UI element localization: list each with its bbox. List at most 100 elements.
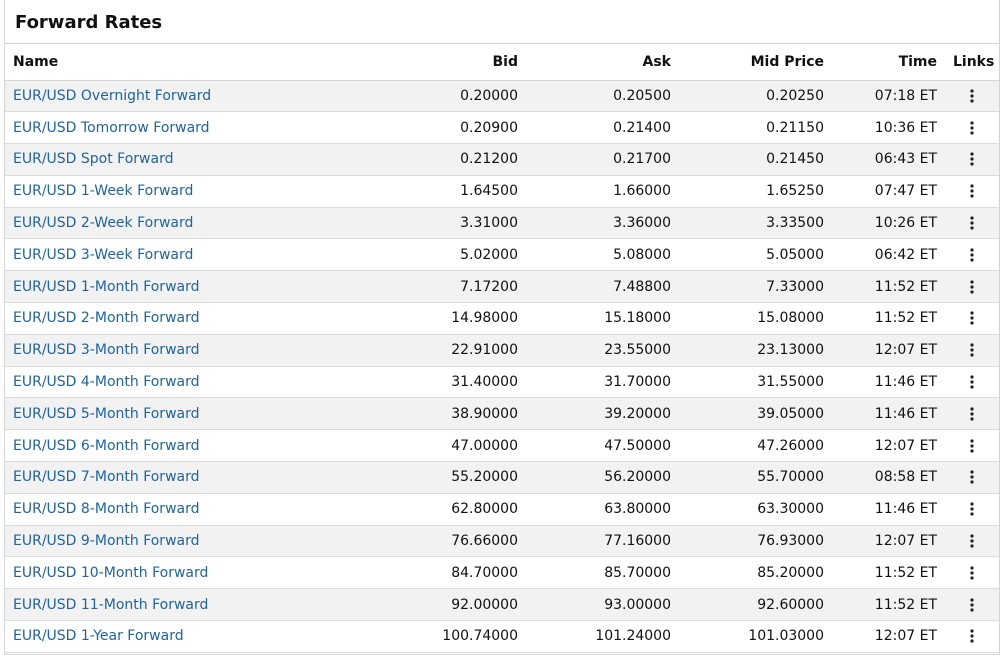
- instrument-link[interactable]: EUR/USD 3-Week Forward: [13, 246, 194, 263]
- links-cell: [945, 207, 999, 240]
- links-cell: [945, 334, 999, 367]
- table-cell: 5.08000: [526, 238, 679, 272]
- panel-title: Forward Rates: [5, 0, 999, 44]
- table-cell: 47.26000: [679, 429, 832, 463]
- table-cell: 76.66000: [371, 525, 526, 558]
- table-cell: 0.20500: [526, 80, 679, 113]
- table-cell: 0.20250: [679, 80, 832, 113]
- links-menu-icon[interactable]: [967, 470, 977, 485]
- table-cell: 92.00000: [371, 588, 526, 622]
- table-cell: 12:07 ET: [832, 334, 945, 367]
- table-cell: 07:18 ET: [832, 80, 945, 113]
- links-menu-icon[interactable]: [967, 121, 977, 135]
- links-menu-icon[interactable]: [967, 502, 977, 516]
- links-menu-icon[interactable]: [967, 343, 977, 357]
- instrument-link[interactable]: EUR/USD 4-Month Forward: [13, 374, 200, 391]
- table-row: EUR/USD 2-Week Forward 3.31000 3.36000 3.33…: [5, 207, 999, 240]
- links-menu-icon[interactable]: [967, 534, 977, 548]
- instrument-link[interactable]: EUR/USD 1-Week Forward: [13, 183, 194, 200]
- table-cell: 85.20000: [679, 556, 832, 590]
- links-cell: [945, 556, 999, 590]
- table-row: EUR/USD Spot Forward 0.21200 0.21700 0.2145…: [5, 143, 999, 176]
- links-menu-icon[interactable]: [967, 598, 977, 612]
- instrument-link[interactable]: EUR/USD Spot Forward: [13, 151, 174, 168]
- table-row: EUR/USD 10-Month Forward 84.70000 85.70000…: [5, 556, 999, 590]
- table-cell: 63.30000: [679, 493, 832, 526]
- table-cell: 15.18000: [526, 302, 679, 335]
- table-cell: 11:52 ET: [832, 302, 945, 335]
- table-cell: 11:46 ET: [832, 366, 945, 399]
- instrument-link[interactable]: EUR/USD 3-Month Forward: [13, 342, 200, 359]
- table-cell: 0.21400: [526, 111, 679, 145]
- table-cell: 56.20000: [526, 461, 679, 494]
- links-menu-icon[interactable]: [967, 629, 977, 644]
- instrument-link[interactable]: EUR/USD 10-Month Forward: [13, 564, 209, 581]
- table-cell: 11:52 ET: [832, 556, 945, 590]
- table-cell: 0.21200: [371, 143, 526, 176]
- table-cell: 14.98000: [371, 302, 526, 335]
- table-cell: EUR/USD 6-Month Forward: [5, 429, 371, 463]
- instrument-link[interactable]: EUR/USD 5-Month Forward: [13, 405, 200, 422]
- instrument-link[interactable]: EUR/USD 2-Month Forward: [13, 310, 200, 327]
- table-row: EUR/USD 11-Month Forward 92.00000 93.00000…: [5, 588, 999, 622]
- links-menu-icon[interactable]: [967, 184, 977, 198]
- table-cell: 7.33000: [679, 270, 832, 304]
- table-cell: EUR/USD 1-Month Forward: [5, 270, 371, 304]
- links-menu-icon[interactable]: [967, 280, 977, 294]
- table-cell: 0.21450: [679, 143, 832, 176]
- links-menu-icon[interactable]: [967, 407, 977, 421]
- table-cell: 100.74000: [371, 620, 526, 653]
- table-cell: 22.91000: [371, 334, 526, 367]
- table-cell: EUR/USD Spot Forward: [5, 143, 371, 176]
- instrument-link[interactable]: EUR/USD 11-Month Forward: [13, 596, 209, 613]
- instrument-link[interactable]: EUR/USD 7-Month Forward: [13, 469, 200, 486]
- instrument-link[interactable]: EUR/USD Tomorrow Forward: [13, 119, 210, 136]
- table-cell: EUR/USD 7-Month Forward: [5, 461, 371, 494]
- table-cell: 06:43 ET: [832, 143, 945, 176]
- rates-table: Name Bid Ask Mid Price Time Links EUR/USD Ove…: [5, 44, 999, 653]
- table-cell: 55.20000: [371, 461, 526, 494]
- table-cell: EUR/USD 5-Month Forward: [5, 397, 371, 431]
- table-cell: EUR/USD 3-Month Forward: [5, 334, 371, 367]
- instrument-link[interactable]: EUR/USD 8-Month Forward: [13, 501, 200, 518]
- links-cell: [945, 493, 999, 526]
- table-row: EUR/USD 7-Month Forward 55.20000 56.20000 5…: [5, 461, 999, 494]
- links-menu-icon[interactable]: [967, 152, 977, 167]
- table-cell: 11:46 ET: [832, 397, 945, 431]
- links-cell: [945, 461, 999, 494]
- table-cell: 63.80000: [526, 493, 679, 526]
- table-cell: 5.02000: [371, 238, 526, 272]
- instrument-link[interactable]: EUR/USD 1-Year Forward: [13, 628, 184, 645]
- header-row: Name Bid Ask Mid Price Time Links: [5, 44, 999, 81]
- instrument-link[interactable]: EUR/USD 2-Week Forward: [13, 215, 194, 232]
- links-menu-icon[interactable]: [967, 216, 977, 230]
- table-cell: 39.05000: [679, 397, 832, 431]
- links-cell: [945, 80, 999, 113]
- links-cell: [945, 397, 999, 431]
- links-cell: [945, 111, 999, 145]
- table-cell: 10:26 ET: [832, 207, 945, 240]
- table-cell: 84.70000: [371, 556, 526, 590]
- table-row: EUR/USD 3-Week Forward 5.02000 5.08000 5.05…: [5, 238, 999, 272]
- table-cell: 31.70000: [526, 366, 679, 399]
- links-menu-icon[interactable]: [967, 311, 977, 326]
- links-menu-icon[interactable]: [967, 89, 977, 103]
- instrument-link[interactable]: EUR/USD 6-Month Forward: [13, 437, 200, 454]
- table-cell: 11:52 ET: [832, 270, 945, 304]
- table-cell: EUR/USD 9-Month Forward: [5, 525, 371, 558]
- instrument-link[interactable]: EUR/USD 1-Month Forward: [13, 278, 200, 295]
- instrument-link[interactable]: EUR/USD 9-Month Forward: [13, 533, 200, 550]
- column-header: Bid: [371, 44, 526, 81]
- links-menu-icon[interactable]: [967, 566, 977, 580]
- links-menu-icon[interactable]: [967, 439, 977, 453]
- table-cell: 12:07 ET: [832, 620, 945, 653]
- table-cell: 23.55000: [526, 334, 679, 367]
- links-menu-icon[interactable]: [967, 248, 977, 262]
- instrument-link[interactable]: EUR/USD Overnight Forward: [13, 87, 212, 104]
- column-header: Mid Price: [679, 44, 832, 81]
- table-cell: EUR/USD 1-Week Forward: [5, 175, 371, 208]
- table-cell: 38.90000: [371, 397, 526, 431]
- table-row: EUR/USD 5-Month Forward 38.90000 39.20000 3…: [5, 397, 999, 431]
- table-cell: 1.66000: [526, 175, 679, 208]
- links-menu-icon[interactable]: [967, 375, 977, 389]
